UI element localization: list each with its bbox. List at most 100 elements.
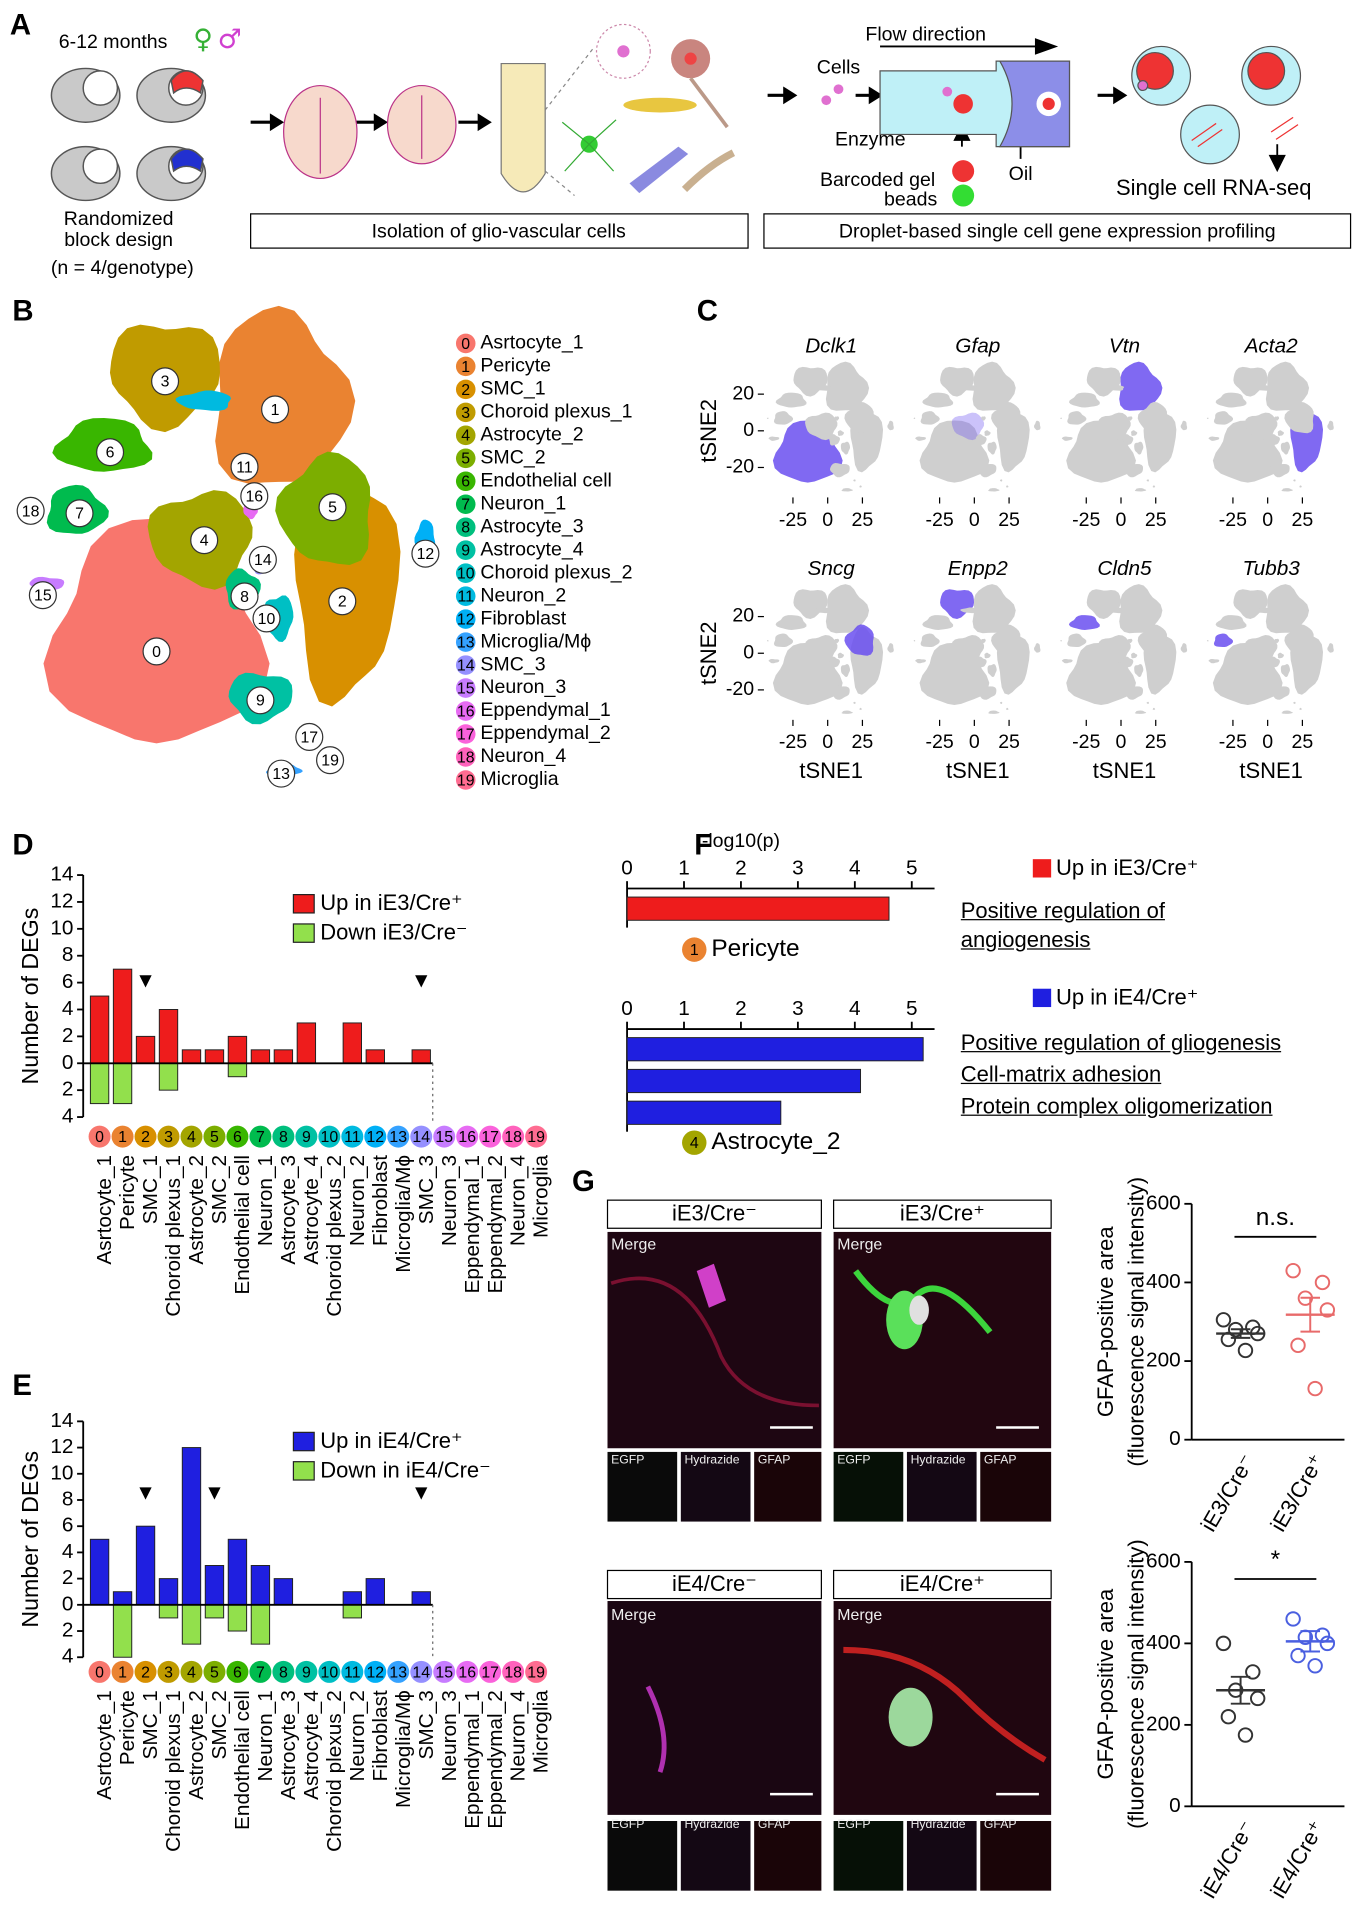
legend-label: Endothelial cell [480,469,611,491]
data-point [1285,1262,1301,1279]
cell-cloud [913,417,916,419]
cell-cloud [1098,412,1131,441]
x-tick-label: Microglia [530,1690,553,1774]
bar [112,1062,133,1105]
cell-cloud [887,643,894,653]
gene-name: Tubb3 [1242,557,1300,580]
legend-swatch [455,586,476,606]
y-tick-label: 4 [62,1105,74,1128]
cell-cloud [844,401,874,434]
cluster-badge-id: 10 [321,1664,339,1681]
x-tick-label: 1 [678,856,690,879]
cluster-badge-id: 0 [95,1664,104,1681]
x-tick-label: -25 [925,731,953,753]
x-tick-label: -25 [925,509,953,531]
y-axis-label: tSNE2 [696,621,721,685]
cluster-label-circle [96,438,125,467]
x-tick-label: 0 [621,997,633,1020]
cell-cloud [1299,485,1302,488]
cell-cloud [1281,488,1293,492]
x-tick-label: Neuron_3 [438,1155,461,1246]
cell-cloud [859,707,862,710]
cluster-badge-id: 17 [481,1664,499,1681]
cluster-label-circle [316,746,345,775]
channel-label: Hydrazide [911,1817,966,1831]
y-tick-label: 0 [1169,1794,1181,1817]
channel-label: GFAP [984,1817,1017,1831]
male-symbol: ♂ [218,24,242,55]
merge-label: Merge [837,1607,882,1624]
legend-label: Pericyte [480,355,551,377]
legend-swatch [1032,988,1052,1008]
data-point [1290,1647,1306,1664]
error-bar [1230,1675,1251,1705]
x-tick-label: 5 [906,856,918,879]
legend-swatch [455,770,476,790]
cell-cloud [1060,417,1062,419]
panel-label: E [12,1369,32,1402]
cluster-label: 3 [161,374,170,391]
cluster-label: 0 [152,644,161,661]
cluster-badge-id: 1 [118,1129,127,1146]
feature-map [1060,361,1188,492]
cluster-label-circle [151,367,180,396]
cluster-label: 19 [321,753,339,770]
x-tick-label: 2 [735,856,747,879]
bar [158,1604,179,1619]
bar [626,1100,782,1125]
legend-label: Fibroblast [480,607,566,629]
go-term: Positive regulation of angiogenesis [960,898,1165,953]
cluster-badge-id: 15 [435,1664,453,1681]
cell-cloud [1127,638,1133,644]
significance-label: n.s. [1256,1204,1295,1231]
legend-swatch [455,540,476,560]
cluster-badge-id: 8 [279,1664,288,1681]
cell-cloud [1274,416,1280,421]
cluster-badge-id: 13 [389,1129,407,1146]
legend-label: SMC_2 [480,446,545,468]
legend-label: SMC_1 [480,378,545,400]
legend-swatch [455,747,476,767]
cell-cloud [841,488,853,492]
x-tick-label: Asrtocyte_1 [93,1690,116,1800]
legend-id: 10 [457,566,475,583]
x-tick-label: Choroid plexus_1 [162,1690,185,1852]
design: block design [64,229,173,251]
y-tick-label: 4 [62,1540,74,1563]
cell-cloud [975,656,987,668]
cluster-badge [111,1660,134,1683]
cluster-label: 2 [338,594,347,611]
cluster-badge-id: 4 [690,1135,699,1152]
x-tick-label: 25 [998,509,1020,531]
cell-cloud [1006,485,1009,488]
cluster-badge [410,1125,433,1148]
legend-swatch [455,563,476,583]
legend-label: Neuron_2 [480,584,566,606]
feature-map [1206,361,1334,492]
x-tick-label: -25 [779,731,807,753]
cell-cloud [1068,392,1100,408]
cell-cloud [1152,485,1156,488]
legend-swatch [455,701,476,721]
cell-cloud [984,652,991,659]
cell-cloud [972,361,1016,411]
cell-cloud [1244,412,1278,441]
cell-cloud [834,638,840,644]
channel-label: GFAP [984,1453,1017,1467]
axis-title: -log10(p) [702,830,780,852]
y-tick-label: 0 [1169,1427,1181,1450]
cell-cloud [984,430,991,436]
cluster-badge-id: 3 [164,1664,173,1681]
x-tick-label: iE4/Cre⁻ [1196,1816,1260,1902]
legend-label: Astrocyte_2 [480,424,583,446]
cluster-label: 8 [240,589,249,606]
micrographs [607,1231,1052,1891]
cell-cloud [775,392,807,408]
x-tick-label: Choroid plexus_2 [323,1690,346,1852]
highlight-marker [139,975,152,988]
go-term: Protein complex oligomerization [960,1093,1273,1119]
bar [158,1578,179,1606]
bar [158,1062,179,1091]
x-tick-label: Neuron_2 [346,1155,369,1246]
